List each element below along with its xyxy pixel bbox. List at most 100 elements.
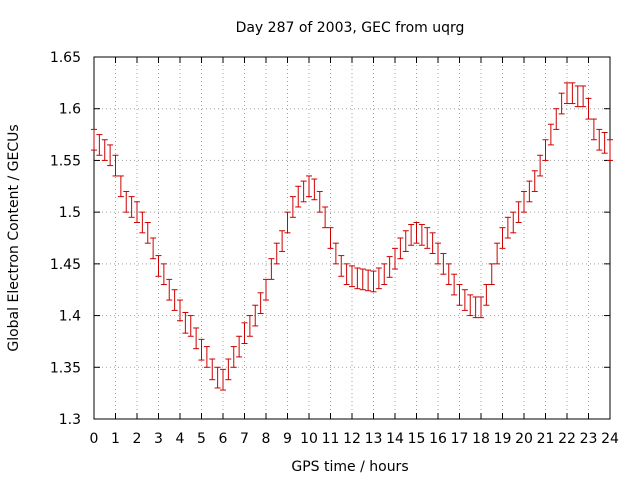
error-bar-point [601,132,608,154]
error-bar-point [408,224,415,246]
error-bar-point [193,327,200,350]
x-tick-label: 14 [386,431,404,447]
error-bar-point [510,211,517,234]
error-bar-point [128,196,135,218]
error-bar-point [289,196,296,218]
error-bar-point [515,201,522,223]
y-tick-label: 1.6 [59,102,81,118]
error-bar-point [531,170,538,192]
error-bar-point [483,284,490,306]
error-bar-point [504,216,511,239]
error-bar-point [343,263,350,286]
error-bar-point [91,128,97,151]
x-tick-label: 24 [601,431,619,447]
error-bar-point [547,123,554,146]
error-bar-point [596,128,603,151]
error-bar-point [171,289,178,311]
x-tick-label: 2 [133,431,142,447]
error-bar-point [241,322,248,344]
error-bar-point [332,242,339,265]
error-bar-point [134,201,140,223]
error-bar-point [252,304,259,327]
error-bar-point [177,299,183,322]
error-bar-point [354,267,361,290]
error-bar-point [440,253,447,275]
error-bar-point [311,178,318,201]
x-tick-label: 11 [322,431,340,447]
x-tick-label: 10 [300,431,318,447]
x-tick-labels: 0 1 2 3 4 5 6 7 8 9 10 11 12 13 14 15 16 17 18 19 20 21 22 23 24 [90,431,619,447]
x-tick-label: 23 [580,431,598,447]
error-bar-point [268,258,275,280]
error-bar-point [236,335,243,358]
error-bar-point [101,139,108,161]
error-bar-point [209,358,216,381]
x-tick-label: 21 [537,431,555,447]
error-bar-point [284,211,291,234]
y-axis-label: Global Electron Content / GECUs [6,124,22,351]
x-tick-label: 1 [111,431,120,447]
x-tick-label: 6 [219,431,228,447]
error-bar-point [316,190,323,213]
error-bar-point [590,118,597,141]
y-tick-label: 1.5 [59,205,81,221]
error-bar-point [585,97,592,120]
error-bar-point [494,242,501,265]
error-bar-point [349,265,355,288]
error-bar-point [182,311,189,334]
y-tick-labels: 1.3 1.35 1.4 1.45 1.5 1.55 1.6 1.65 [50,50,81,428]
error-bar-point [117,175,124,198]
error-bar-point [327,227,334,249]
error-bar-point [257,292,264,315]
error-bar-point [123,190,130,213]
error-bar-point [112,154,119,177]
error-bar-point [96,134,103,156]
y-tick-label: 1.55 [50,153,81,169]
error-bar-point [155,255,162,277]
error-bar-point [424,227,431,249]
error-bar-point [542,139,549,161]
chart-title: Day 287 of 2003, GEC from uqrg [236,20,465,36]
error-bar-point [499,227,506,249]
error-bar-point [139,211,146,234]
error-bar-point [370,270,377,293]
error-bar-point [564,82,570,105]
x-tick-label: 13 [365,431,383,447]
y-tick-label: 1.65 [50,50,81,66]
error-bar-point [402,230,409,252]
error-bar-point [295,185,302,208]
error-bar-point [144,221,151,244]
x-tick-label: 19 [494,431,512,447]
error-bar-point [461,289,468,311]
error-bar-point [558,92,565,115]
x-tick-label: 15 [408,431,426,447]
error-bar-point [107,144,114,167]
grid [94,57,610,419]
error-bar-point [214,366,221,389]
error-bar-point [375,267,382,290]
x-tick-label: 17 [451,431,469,447]
error-bar-point [359,268,366,291]
error-bar-point [203,346,210,368]
y-tick-label: 1.3 [59,412,81,428]
error-bar-point [230,346,237,368]
error-bar-point [456,284,463,306]
error-bar-point [451,273,458,296]
error-bar-point [322,206,329,229]
x-tick-label: 8 [262,431,271,447]
x-tick-label: 12 [343,431,361,447]
error-bar-point [569,82,576,105]
error-bar-point [166,278,173,301]
y-tick-label: 1.35 [50,360,81,376]
x-tick-label: 5 [197,431,206,447]
error-bar-point [306,175,312,198]
y-tick-label: 1.4 [59,309,81,325]
error-bar-point [392,247,398,270]
error-bar-point [521,190,527,213]
x-tick-label: 4 [176,431,185,447]
x-tick-label: 3 [154,431,163,447]
error-bar-point [574,85,581,108]
error-bar-point [418,224,425,246]
error-bar-point [300,180,307,203]
